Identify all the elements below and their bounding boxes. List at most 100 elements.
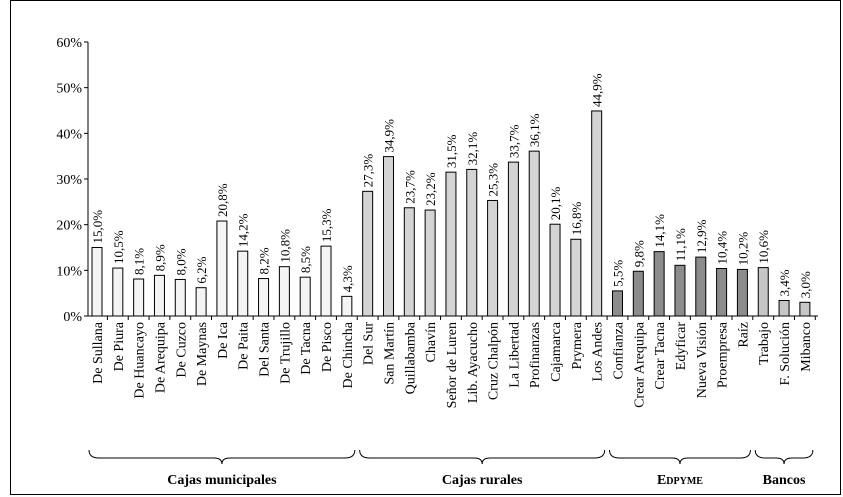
value-label: 10,5% xyxy=(111,230,126,264)
bar xyxy=(674,264,686,317)
x-tick-label: Prymera xyxy=(570,321,585,369)
y-tick-label: 30% xyxy=(56,173,82,188)
x-tick-label: De Sullana xyxy=(91,321,106,384)
bar xyxy=(716,268,728,317)
group-brace xyxy=(88,449,356,465)
bar xyxy=(632,270,644,317)
frame xyxy=(10,0,841,495)
bar xyxy=(320,245,332,317)
value-label: 14,2% xyxy=(236,213,251,247)
bar xyxy=(112,267,124,317)
bar xyxy=(299,276,311,317)
bar xyxy=(570,238,582,317)
x-tick-label: Los Andes xyxy=(591,322,606,382)
x-tick-label: Chavín xyxy=(424,322,439,362)
bar xyxy=(278,266,290,317)
x-tick-label: Crear Arequipa xyxy=(632,321,647,408)
bar xyxy=(153,274,165,317)
bar xyxy=(216,220,228,317)
bar xyxy=(507,161,519,317)
bar xyxy=(195,287,207,317)
value-label: 23,2% xyxy=(423,172,438,206)
x-tick-label: Del Santa xyxy=(258,321,273,377)
x-tick-label: Nueva Visión xyxy=(695,322,710,398)
group-label: Cajas municipales xyxy=(167,473,277,488)
bar xyxy=(736,268,748,317)
value-label: 10,6% xyxy=(756,230,771,264)
value-label: 9,8% xyxy=(631,240,646,267)
bar xyxy=(174,278,186,317)
x-tick-label: De Maynas xyxy=(195,322,210,386)
group-brace xyxy=(754,449,814,465)
bar xyxy=(382,156,394,317)
group-brace xyxy=(359,449,606,465)
value-label: 8,5% xyxy=(298,246,313,273)
x-tick-label: San Martín xyxy=(382,322,397,385)
bar xyxy=(549,223,561,317)
value-label: 31,5% xyxy=(444,134,459,168)
x-tick-label: La Libertad xyxy=(507,322,522,388)
bar xyxy=(653,251,665,317)
value-label: 25,3% xyxy=(486,163,501,197)
x-tick-label: Proempresa xyxy=(716,321,731,388)
value-label: 4,3% xyxy=(340,265,355,292)
x-tick-label: Crear Tacna xyxy=(653,321,668,389)
x-tick-label: F. Solución xyxy=(778,322,793,385)
group-label: Edpyme xyxy=(657,473,703,488)
value-label: 8,0% xyxy=(173,248,188,275)
value-label: 5,5% xyxy=(611,260,626,287)
value-label: 14,1% xyxy=(652,214,667,248)
y-tick-label: 50% xyxy=(56,82,82,97)
bar xyxy=(695,256,707,317)
y-tick-label: 0% xyxy=(63,310,82,325)
value-label: 15,0% xyxy=(90,210,105,244)
bar xyxy=(133,278,145,317)
bar xyxy=(487,199,499,317)
x-tick-label: De Tacna xyxy=(299,321,314,375)
bar xyxy=(237,250,249,317)
x-tick-label: De Chincha xyxy=(341,321,356,388)
value-label: 10,2% xyxy=(735,232,750,266)
value-label: 15,3% xyxy=(319,208,334,242)
value-label: 10,8% xyxy=(277,229,292,263)
bar xyxy=(341,295,353,317)
bar xyxy=(424,209,436,317)
x-tick-label: Edyficar xyxy=(674,322,689,371)
bar xyxy=(258,278,270,317)
bar xyxy=(612,290,623,317)
value-label: 6,2% xyxy=(194,256,209,283)
bar xyxy=(799,301,811,317)
value-label: 16,8% xyxy=(569,202,584,236)
value-label: 11,1% xyxy=(673,228,688,261)
x-tick-label: Lib. Ayacucho xyxy=(466,322,481,403)
y-tick-label: 60% xyxy=(56,36,82,51)
x-tick-label: De Huancayo xyxy=(133,322,148,399)
bar xyxy=(362,190,374,317)
bar xyxy=(591,110,603,317)
value-label: 12,9% xyxy=(694,219,709,253)
value-label: 20,1% xyxy=(548,186,563,220)
group-label: Cajas rurales xyxy=(442,473,523,488)
value-label: 36,1% xyxy=(527,113,542,147)
group-brace xyxy=(609,449,751,465)
bar xyxy=(91,247,103,317)
bar xyxy=(528,150,540,317)
y-tick-label: 40% xyxy=(56,127,82,142)
value-label: 3,0% xyxy=(798,271,813,298)
y-tick-label: 10% xyxy=(56,264,82,279)
value-label: 34,9% xyxy=(381,119,396,153)
x-tick-label: Trabajo xyxy=(757,322,772,365)
x-tick-label: De Trujillo xyxy=(278,322,293,384)
bar xyxy=(445,171,457,317)
x-tick-label: Cajamarca xyxy=(549,321,564,382)
x-tick-label: Señor de Luren xyxy=(445,322,460,408)
value-label: 44,9% xyxy=(590,73,605,107)
value-label: 8,1% xyxy=(132,248,147,275)
x-tick-label: Confianza xyxy=(612,321,627,379)
value-label: 10,4% xyxy=(715,231,730,265)
bar xyxy=(757,267,769,317)
group-label: Bancos xyxy=(763,473,806,488)
x-tick-label: Mibanco xyxy=(799,322,814,372)
x-tick-label: De Arequipa xyxy=(153,321,168,393)
